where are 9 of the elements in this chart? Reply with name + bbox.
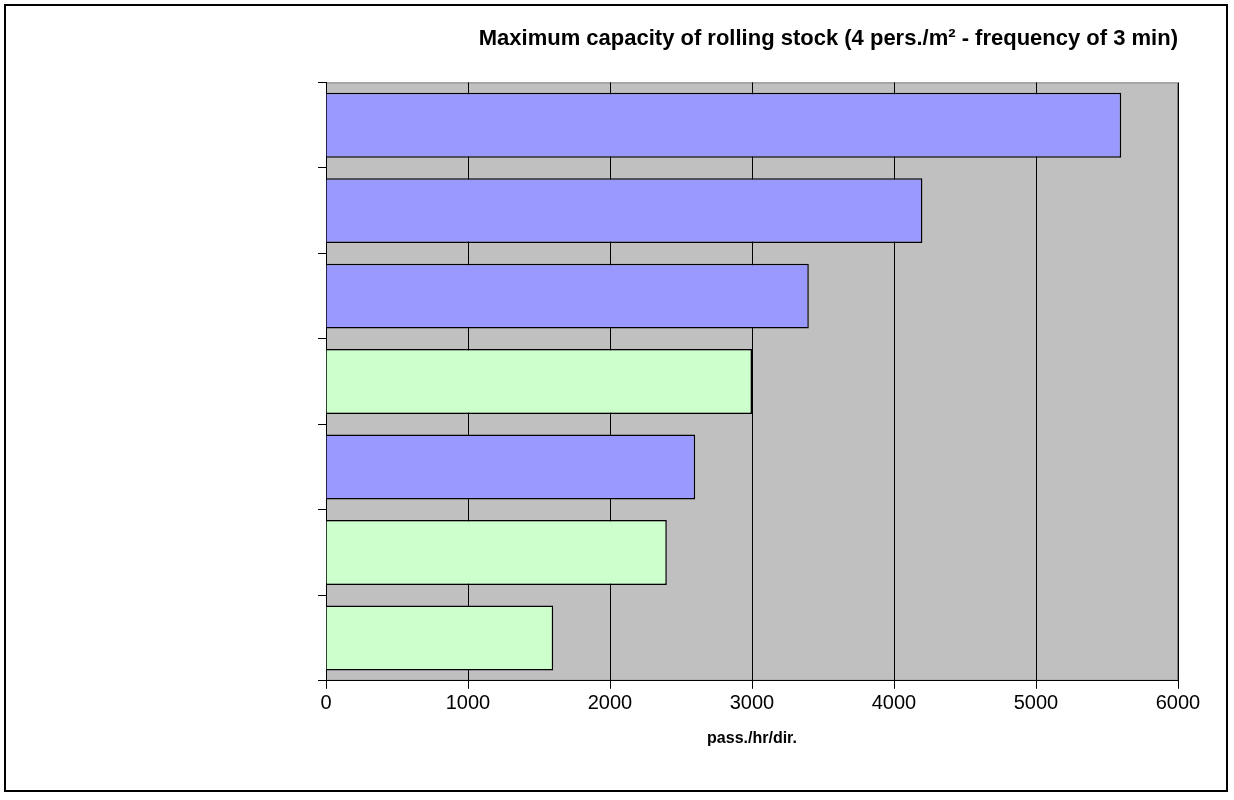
x-tick-label: 5000 (1013, 691, 1059, 714)
x-axis-title: pass./hr/dir. (707, 728, 797, 746)
x-tick-label: 2000 (587, 691, 633, 714)
x-tick-label: 4000 (871, 691, 917, 714)
x-tick-label: 0 (320, 691, 332, 714)
x-tick-label: 6000 (1155, 691, 1201, 714)
chart-title: Maximum capacity of rolling stock (4 pers./m² - frequency of 3 min) (478, 25, 1178, 51)
x-tick-label: 1000 (445, 691, 491, 714)
x-tick-label: 3000 (729, 691, 775, 714)
